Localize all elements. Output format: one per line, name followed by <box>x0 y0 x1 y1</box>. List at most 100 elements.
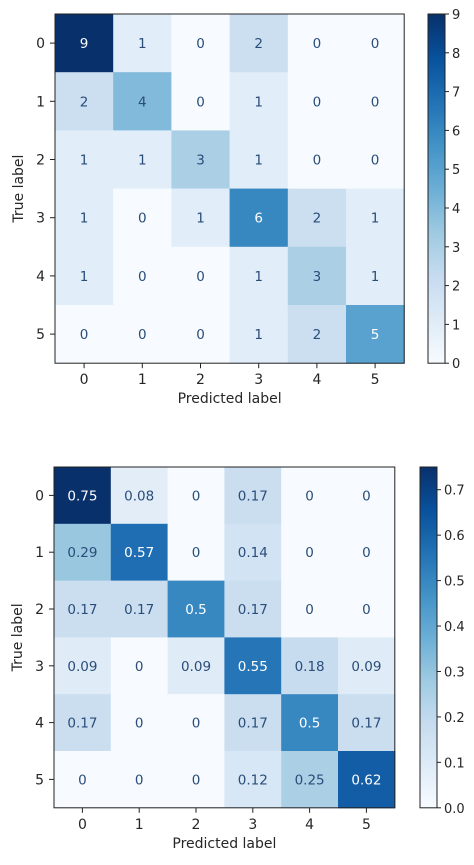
cell-value-label: 0 <box>371 36 380 52</box>
cell-value-label: 0 <box>192 488 201 504</box>
x-tick-label: 0 <box>80 372 89 388</box>
heatmap-cell <box>110 580 169 638</box>
x-tick-label: 4 <box>305 817 314 833</box>
x-tick-label: 1 <box>135 817 144 833</box>
cell-value-label: 0.17 <box>238 716 268 732</box>
colorbar-tick-label: 7 <box>452 86 460 101</box>
y-axis-label: True label <box>11 155 27 224</box>
x-tick-label: 5 <box>362 817 371 833</box>
cell-value-label: 1 <box>80 153 89 169</box>
cell-value-label: 0 <box>196 327 205 343</box>
cell-value-label: 0.08 <box>124 488 154 504</box>
cell-value-label: 1 <box>254 153 263 169</box>
cell-value-label: 0 <box>305 545 314 561</box>
cell-value-label: 0.17 <box>238 488 268 504</box>
cell-value-label: 1 <box>80 269 89 285</box>
heatmap-cell <box>113 72 172 131</box>
colorbar-tick-label: 0.7 <box>444 484 465 499</box>
cell-value-label: 1 <box>254 94 263 110</box>
heatmap-cell <box>346 246 405 306</box>
cell-value-label: 0 <box>80 327 89 343</box>
cell-value-label: 0 <box>192 716 201 732</box>
heatmap-cell <box>54 580 112 638</box>
heatmap-cell <box>224 637 282 695</box>
colorbar-tick-label: 4 <box>452 202 460 217</box>
cell-value-label: 5 <box>371 327 380 343</box>
x-axis-label: Predicted label <box>178 391 282 407</box>
heatmap-cell <box>55 305 114 364</box>
heatmap-cell <box>281 580 339 638</box>
x-tick-label: 5 <box>371 372 380 388</box>
x-tick-label: 3 <box>254 372 263 388</box>
heatmap-cell <box>229 130 289 190</box>
x-tick-label: 4 <box>312 372 321 388</box>
heatmap-cell <box>338 694 396 752</box>
cell-value-label: 0 <box>371 153 380 169</box>
heatmap-cell <box>54 637 112 695</box>
colorbar-tick-label: 0.1 <box>444 756 465 771</box>
heatmap-cell <box>54 751 112 809</box>
heatmap-cell <box>281 523 339 582</box>
heatmap-cell <box>224 523 282 582</box>
colorbar-tick-label: 6 <box>452 124 460 139</box>
heatmap-cell <box>281 467 339 525</box>
cell-value-label: 3 <box>313 269 322 285</box>
heatmap-cell <box>229 246 289 306</box>
heatmap-cell <box>224 694 282 752</box>
heatmap-cell <box>167 751 225 809</box>
heatmap-cell <box>287 246 347 306</box>
heatmap-cell <box>171 188 231 248</box>
cell-value-label: 0.17 <box>67 602 97 618</box>
colorbar-tick-label: 0.3 <box>444 665 465 680</box>
heatmap-cell <box>55 188 114 248</box>
colorbar-tick-label: 9 <box>452 8 460 23</box>
cell-value-label: 0.09 <box>67 659 97 675</box>
y-tick-label: 0 <box>35 488 44 504</box>
cell-value-label: 0 <box>78 772 87 788</box>
cell-value-label: 2 <box>313 211 322 227</box>
cell-value-label: 2 <box>313 327 322 343</box>
x-tick-label: 0 <box>78 817 87 833</box>
colorbar-tick-label: 5 <box>452 163 460 178</box>
cell-value-label: 0 <box>362 488 371 504</box>
heatmap-cell <box>281 694 339 752</box>
heatmap-cell <box>167 694 225 752</box>
heatmap-cell <box>338 523 396 582</box>
cell-value-label: 1 <box>196 211 205 227</box>
colorbar-tick-label: 2 <box>452 280 460 295</box>
heatmap-cell <box>224 467 282 525</box>
cell-value-label: 0.75 <box>67 488 97 504</box>
colorbar-tick-label: 3 <box>452 241 460 256</box>
cell-value-label: 0 <box>362 545 371 561</box>
cell-value-label: 0 <box>362 602 371 618</box>
y-tick-label: 2 <box>36 153 45 169</box>
heatmap-cell <box>54 523 112 582</box>
heatmap-cell <box>113 305 172 364</box>
heatmap-cell <box>229 305 289 364</box>
colorbar-tick-label: 0 <box>452 357 460 372</box>
heatmap-cell <box>55 246 114 306</box>
heatmap-cell <box>55 72 114 131</box>
heatmap-cell <box>167 467 225 525</box>
heatmap-cell <box>224 751 282 809</box>
heatmap-cell <box>167 523 225 582</box>
cell-value-label: 0.17 <box>351 716 381 732</box>
cell-value-label: 0 <box>135 716 144 732</box>
cell-value-label: 0 <box>135 772 144 788</box>
cell-value-label: 1 <box>80 211 89 227</box>
cell-value-label: 0.18 <box>295 659 325 675</box>
x-tick-label: 1 <box>138 372 147 388</box>
cell-value-label: 1 <box>138 153 147 169</box>
heatmap-cell <box>281 751 339 809</box>
heatmap-cell <box>110 694 169 752</box>
heatmap-cell <box>281 637 339 695</box>
heatmap-cell <box>229 72 289 131</box>
y-tick-label: 5 <box>35 772 44 788</box>
heatmap-cell <box>113 246 172 306</box>
cell-value-label: 0 <box>196 36 205 52</box>
colorbar-gradient <box>419 466 438 809</box>
y-tick-label: 4 <box>35 716 44 732</box>
heatmap-cell <box>346 305 405 364</box>
cell-value-label: 0 <box>196 269 205 285</box>
heatmap-cell <box>346 188 405 248</box>
